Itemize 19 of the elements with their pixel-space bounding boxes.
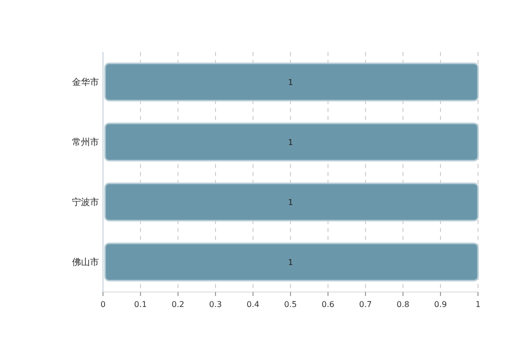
x-tick-label: 0.7 xyxy=(359,300,372,309)
x-tick-label: 0.1 xyxy=(134,300,147,309)
data-label: 1 xyxy=(288,138,294,147)
y-tick-label: 宁波市 xyxy=(72,197,99,208)
x-tick-label: 0.6 xyxy=(322,300,334,309)
data-label: 1 xyxy=(288,78,294,87)
x-tick-label: 0.5 xyxy=(284,300,297,309)
y-tick-label: 佛山市 xyxy=(72,257,99,268)
x-tick-label: 1 xyxy=(475,300,481,309)
x-tick-label: 0.2 xyxy=(172,300,184,309)
x-tick-label: 0.9 xyxy=(434,300,447,309)
x-tick-label: 0.3 xyxy=(209,300,222,309)
x-tick-label: 0.8 xyxy=(396,300,410,309)
y-tick-label: 金华市 xyxy=(72,77,99,88)
data-label: 1 xyxy=(288,198,294,207)
data-label: 1 xyxy=(288,258,294,267)
x-tick-label: 0.4 xyxy=(246,300,260,309)
x-tick-label: 0 xyxy=(100,300,106,309)
y-tick-label: 常州市 xyxy=(72,137,99,148)
